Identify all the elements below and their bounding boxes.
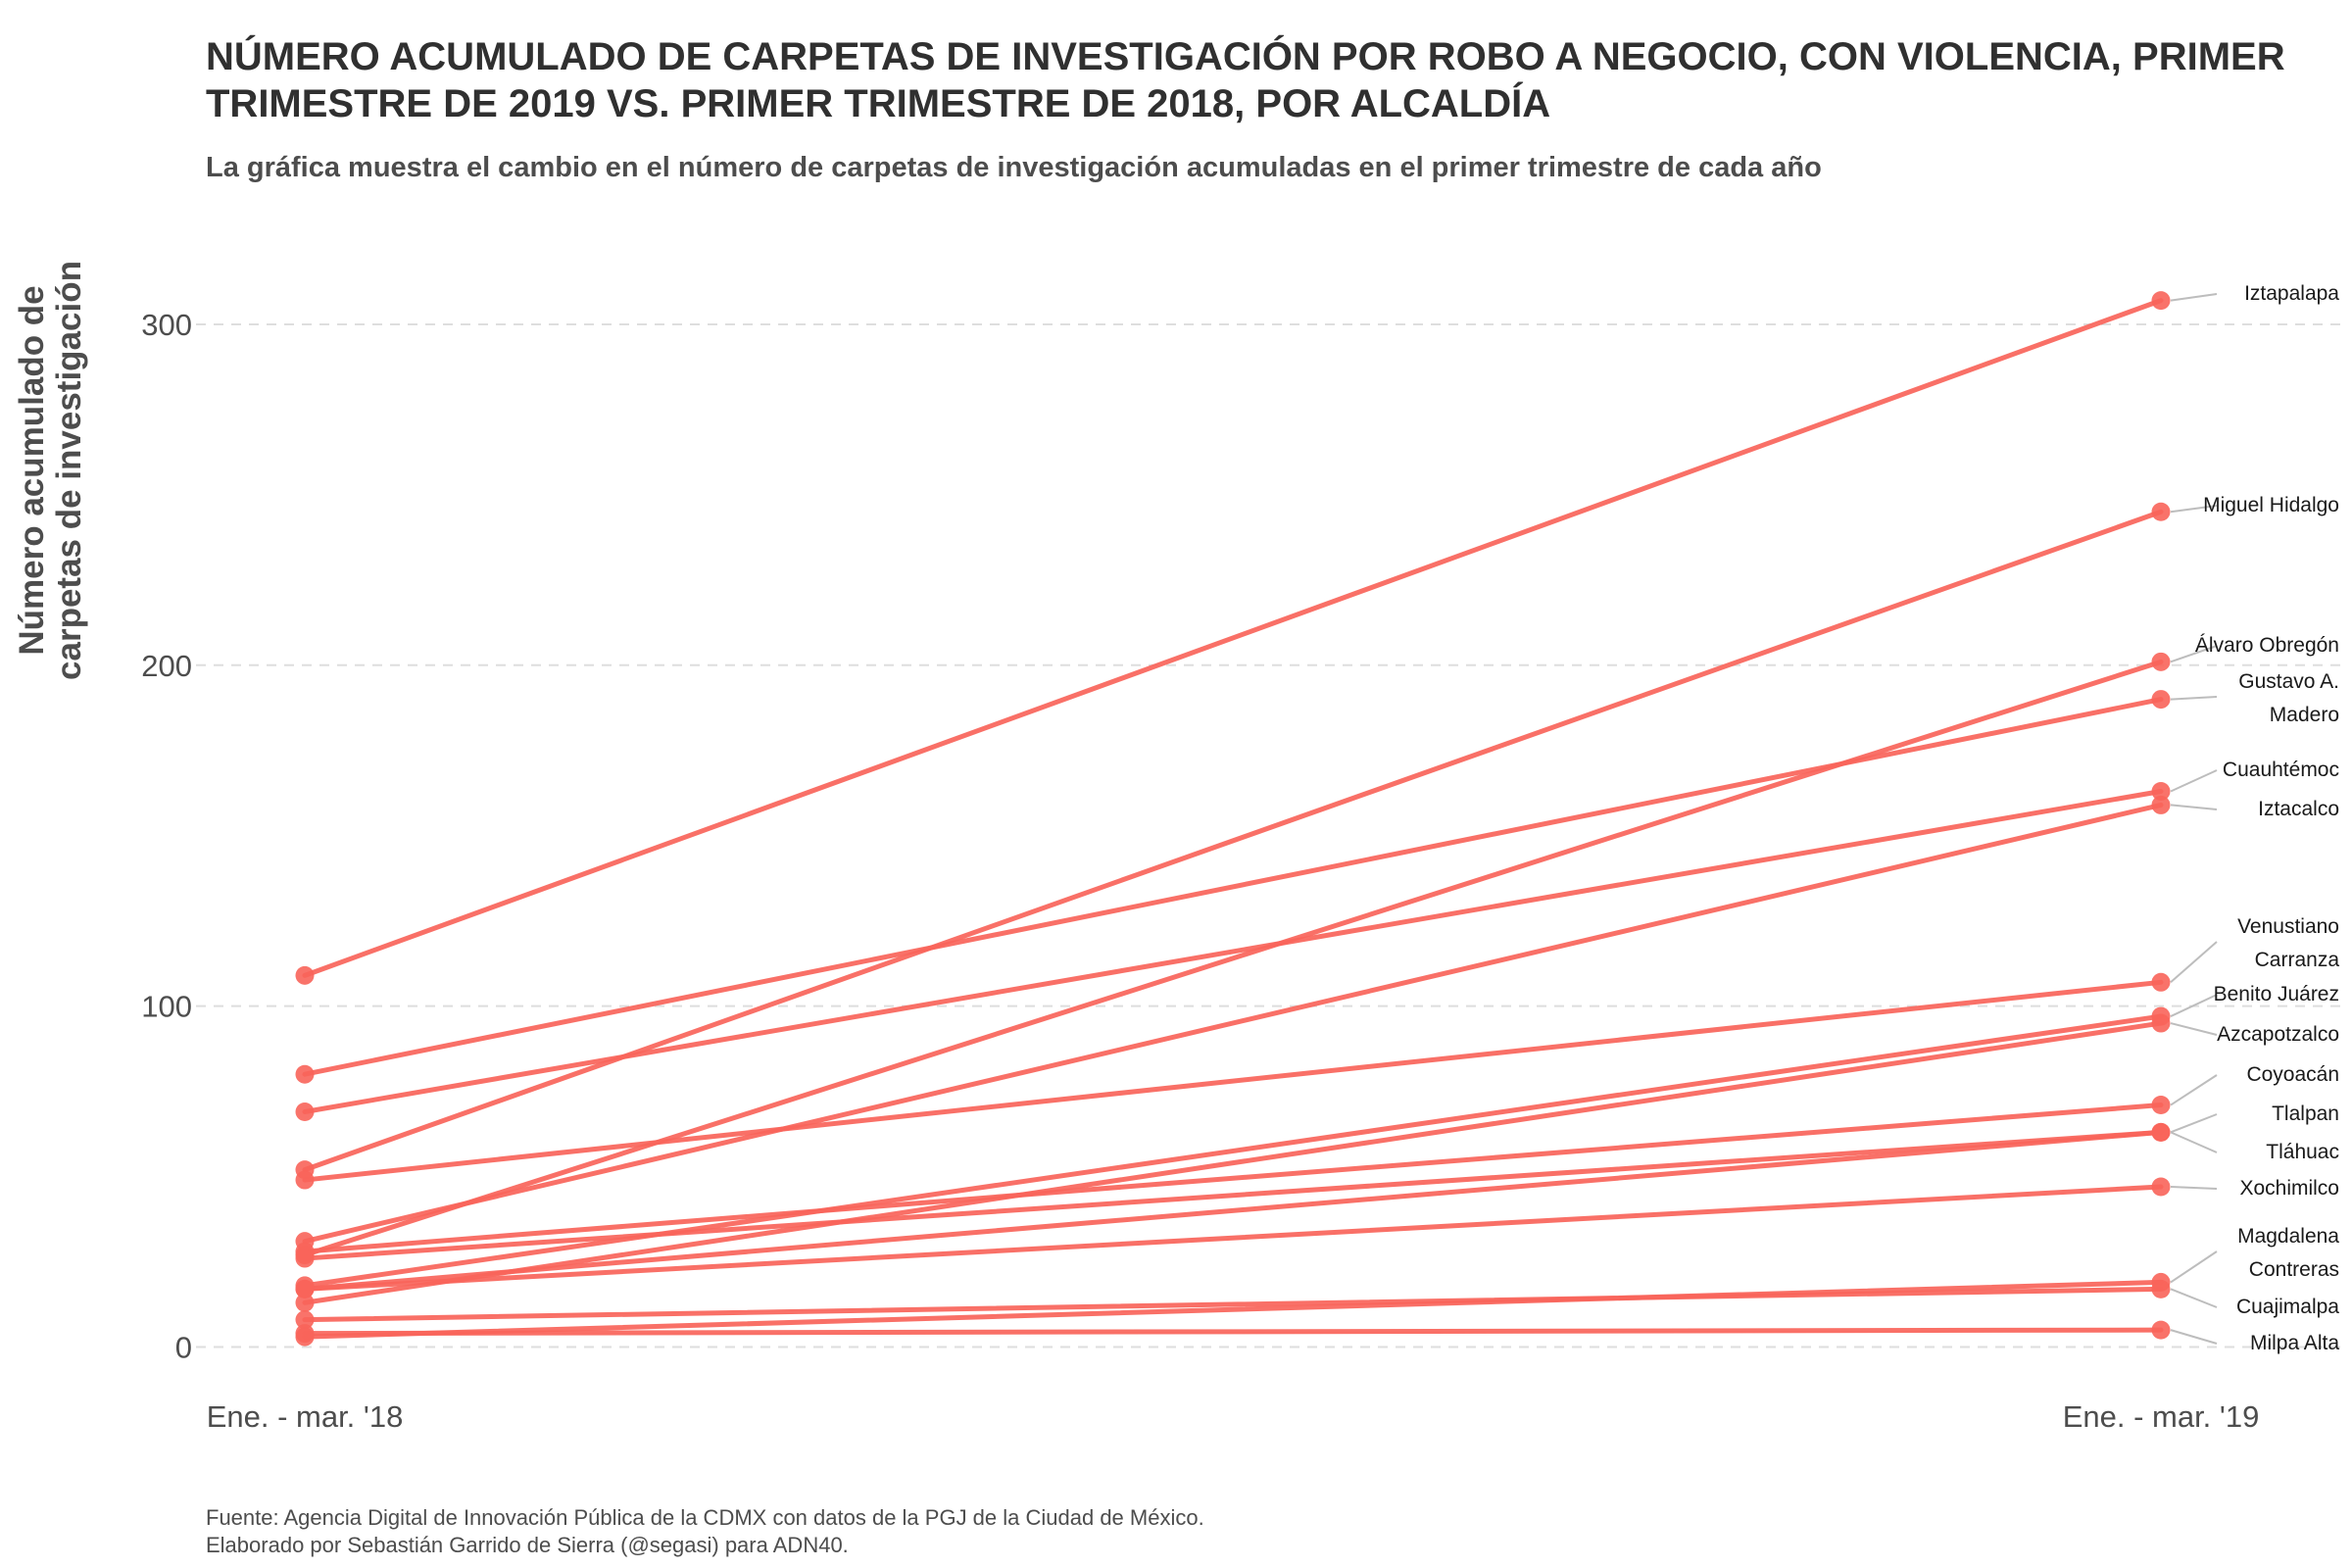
y-axis-title-line: Número acumulado de — [13, 285, 51, 655]
y-tick-label: 300 — [141, 308, 192, 342]
label-connector — [2170, 1186, 2218, 1190]
series-label: Carranza — [2255, 949, 2340, 971]
label-connector — [2170, 1131, 2218, 1153]
gridlines — [196, 322, 2342, 1348]
label-connector — [2170, 804, 2218, 810]
series-line — [302, 1129, 2164, 1292]
series-label: Xochimilco — [2239, 1177, 2339, 1200]
series-points — [295, 291, 2171, 1347]
series-point — [295, 1279, 315, 1298]
series-line — [302, 1279, 2164, 1340]
series-line — [302, 298, 2164, 978]
series-line — [302, 1129, 2164, 1261]
series-line — [302, 979, 2164, 1183]
series-label: Gustavo A. — [2238, 670, 2339, 693]
series-point — [2151, 782, 2171, 802]
x-tick-label: Ene. - mar. '18 — [207, 1399, 404, 1434]
y-axis-ticks: 0 100 200 300 — [141, 308, 192, 1365]
y-tick-label: 100 — [141, 990, 192, 1024]
series-line — [302, 802, 2164, 1245]
series-point — [295, 1324, 315, 1344]
label-connector — [2170, 1113, 2218, 1134]
series-point — [2151, 1013, 2171, 1033]
series-label: Iztapalapa — [2244, 282, 2339, 305]
series-point — [295, 965, 315, 985]
series-point — [2151, 1279, 2171, 1298]
series-point — [2151, 1177, 2171, 1197]
label-connector — [2170, 645, 2218, 663]
series-point — [2151, 690, 2171, 710]
label-connector — [2170, 1022, 2218, 1036]
series-point — [2151, 972, 2171, 992]
label-connector — [2170, 1288, 2218, 1308]
label-connector — [2170, 505, 2218, 514]
series-line — [302, 1184, 2164, 1292]
series-line — [302, 1102, 2164, 1254]
series-label: Tláhuac — [2266, 1141, 2339, 1163]
series-point — [295, 1102, 315, 1121]
y-tick-label: 200 — [141, 649, 192, 683]
series-line — [302, 659, 2164, 1258]
series-point — [2151, 1096, 2171, 1115]
series-point — [2151, 1320, 2171, 1340]
series-labels: Iztapalapa Miguel Hidalgo Álvaro Obregón Gu… — [2170, 282, 2340, 1354]
series-point — [2151, 795, 2171, 814]
series-point — [295, 1249, 315, 1268]
series-label: Cuajimalpa — [2236, 1296, 2339, 1318]
y-tick-label: 0 — [175, 1331, 192, 1365]
series-label: Benito Juárez — [2214, 983, 2339, 1005]
label-connector — [2170, 293, 2218, 302]
series-point — [295, 1170, 315, 1190]
y-axis-title: Número acumulado de carpetas de investiga… — [13, 261, 88, 680]
series-label: Magdalena — [2237, 1225, 2339, 1248]
y-axis-title-line: carpetas de investigación — [50, 261, 88, 680]
series-label: Coyoacán — [2246, 1063, 2339, 1086]
series-label: Iztacalco — [2258, 798, 2339, 820]
series-point — [2151, 291, 2171, 311]
series-line — [302, 697, 2164, 1077]
caption-author: Elaborado por Sebastián Garrido de Sierr… — [206, 1533, 849, 1557]
series-line — [302, 789, 2164, 1114]
series-point — [295, 1310, 315, 1330]
label-connector — [2170, 994, 2218, 1017]
label-connector — [2170, 1074, 2218, 1106]
series-label: Álvaro Obregón — [2195, 634, 2339, 657]
series-point — [2151, 502, 2171, 521]
label-connector — [2170, 1250, 2218, 1284]
series-lines — [302, 298, 2164, 1340]
chart-subtitle: La gráfica muestra el cambio en el númer… — [206, 152, 1822, 183]
label-connector — [2170, 769, 2218, 793]
series-label: Milpa Alta — [2250, 1332, 2339, 1354]
series-label: Madero — [2270, 704, 2339, 726]
label-connector — [2170, 1329, 2218, 1345]
series-line — [302, 1286, 2164, 1323]
series-line — [302, 1327, 2164, 1337]
label-connector — [2170, 696, 2218, 701]
series-label: Azcapotzalco — [2217, 1023, 2339, 1046]
series-point — [295, 1064, 315, 1084]
series-label: Venustiano — [2237, 915, 2339, 938]
x-tick-label: Ene. - mar. '19 — [2063, 1399, 2260, 1434]
caption-source: Fuente: Agencia Digital de Innovación Pú… — [206, 1505, 1204, 1530]
series-point — [2151, 1122, 2171, 1142]
label-connector — [2170, 941, 2218, 984]
series-label: Contreras — [2249, 1258, 2339, 1281]
chart-caption: Fuente: Agencia Digital de Innovación Pú… — [206, 1504, 2166, 1559]
series-label: Tlalpan — [2272, 1102, 2339, 1125]
series-point — [295, 1293, 315, 1312]
series-point — [2151, 652, 2171, 671]
series-line — [302, 1013, 2164, 1289]
x-axis-ticks: Ene. - mar. '18 Ene. - mar. '19 — [207, 1399, 2260, 1434]
series-label: Cuauhtémoc — [2223, 759, 2339, 781]
chart-title: NÚMERO ACUMULADO DE CARPETAS DE INVESTIG… — [206, 35, 2285, 125]
series-label: Miguel Hidalgo — [2203, 494, 2339, 516]
series-line — [302, 1020, 2164, 1305]
